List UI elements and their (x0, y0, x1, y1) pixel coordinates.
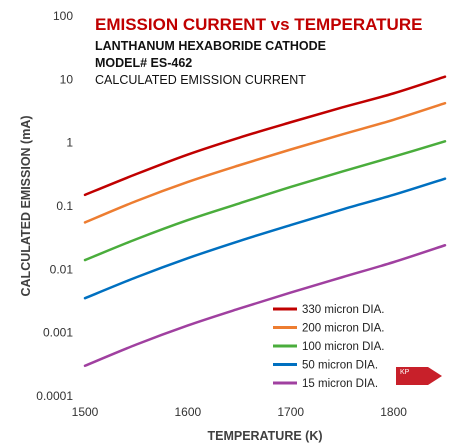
series-line (83, 140, 447, 262)
x-tick-label: 1700 (277, 405, 304, 419)
series-line (83, 75, 447, 197)
x-tick-label: 1500 (72, 405, 99, 419)
legend-label: 50 micron DIA. (302, 360, 378, 372)
chart-title: EMISSION CURRENT vs TEMPERATURE (95, 15, 422, 34)
legend: 330 micron DIA. 200 micron DIA. 100 micron… (273, 304, 384, 390)
y-tick-label: 0.01 (50, 262, 74, 276)
series-line (83, 177, 447, 300)
plot-area (85, 16, 445, 396)
chart-subtitle-3: CALCULATED EMISSION CURRENT (95, 73, 306, 87)
x-axis-ticks: 1500 1600 1700 1800 (72, 405, 408, 419)
y-tick-label: 0.1 (56, 199, 73, 213)
legend-label: 15 micron DIA. (302, 378, 378, 390)
y-tick-label: 0.001 (43, 326, 73, 340)
legend-label: 330 micron DIA. (302, 304, 384, 316)
legend-label: 200 micron DIA. (302, 323, 384, 335)
series-lines (83, 75, 447, 368)
series-line (83, 101, 447, 224)
y-axis-ticks: 0.0001 0.001 0.01 0.1 1 10 100 (36, 9, 73, 403)
legend-label: 100 micron DIA. (302, 341, 384, 353)
x-axis-label: TEMPERATURE (K) (207, 429, 322, 443)
kp-logo-shape (396, 367, 442, 385)
y-axis-label: CALCULATED EMISSION (mA) (19, 115, 33, 296)
y-tick-label: 100 (53, 9, 73, 23)
kp-logo-text: KP (400, 369, 410, 376)
y-tick-label: 10 (60, 72, 74, 86)
chart-subtitle-1: LANTHANUM HEXABORIDE CATHODE (95, 39, 326, 53)
plot-background (85, 16, 445, 396)
kp-logo: KP (396, 367, 442, 385)
x-tick-label: 1600 (175, 405, 202, 419)
chart-subtitle-2: MODEL# ES-462 (95, 56, 192, 70)
y-tick-label: 1 (66, 136, 73, 150)
series-line (83, 244, 447, 368)
y-tick-label: 0.0001 (36, 389, 73, 403)
x-tick-label: 1800 (380, 405, 407, 419)
